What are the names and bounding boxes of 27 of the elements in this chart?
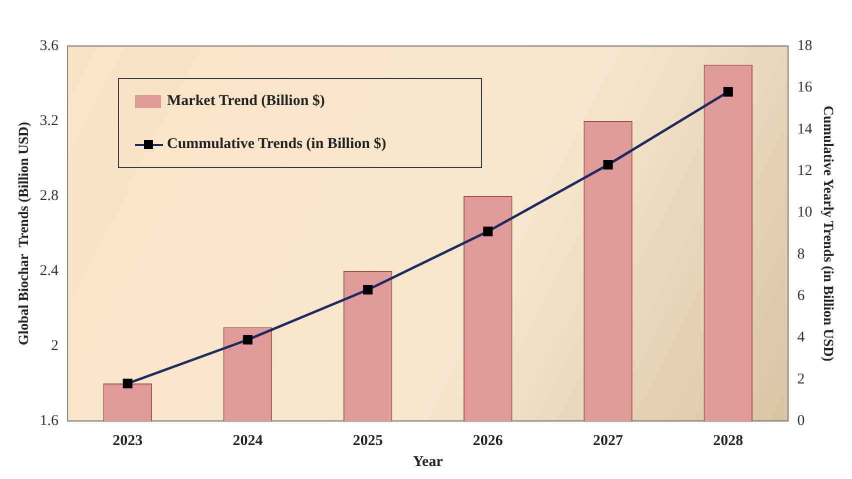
y2-tick-label: 16 [797, 80, 813, 96]
y2-tick-label: 10 [797, 204, 812, 221]
y-tick-label: 3.6 [40, 38, 60, 54]
x-axis-title: Year [412, 454, 444, 470]
y2-tick-label: 8 [797, 246, 805, 262]
x-tick-label: 2027 [593, 432, 624, 449]
y-tick-label: 2 [51, 338, 59, 354]
y-tick-label: 3.2 [40, 112, 59, 129]
y2-tick-label: 18 [797, 38, 812, 54]
y2-tick-label: 14 [797, 121, 813, 138]
y-tick-label: 1.6 [40, 412, 60, 429]
x-tick-label: 2023 [112, 432, 143, 449]
y2-tick-label: 2 [797, 371, 805, 388]
y-tick-label: 2.8 [40, 188, 59, 204]
y-tick-label: 2.4 [40, 262, 60, 279]
y2-tick-label: 12 [797, 162, 812, 179]
x-tick-label: 2024 [232, 432, 264, 449]
x-tick-label: 2026 [472, 432, 504, 449]
y2-tick-label: 4 [797, 330, 806, 346]
y-axis-title: Global Biochar Trends (Billion USD) [17, 121, 32, 346]
y2-axis-title: Cumulative Yearly Trends (in Billion USD) [820, 106, 835, 362]
legend-label: Cummulative Trends (in Billion $) [167, 136, 386, 153]
y2-tick-label: 6 [797, 288, 806, 304]
x-tick-label: 2028 [713, 432, 744, 449]
legend-label: Market Trend (Billion $) [167, 93, 325, 110]
y2-tick-label: 0 [797, 412, 805, 429]
x-tick-label: 2025 [352, 432, 383, 449]
